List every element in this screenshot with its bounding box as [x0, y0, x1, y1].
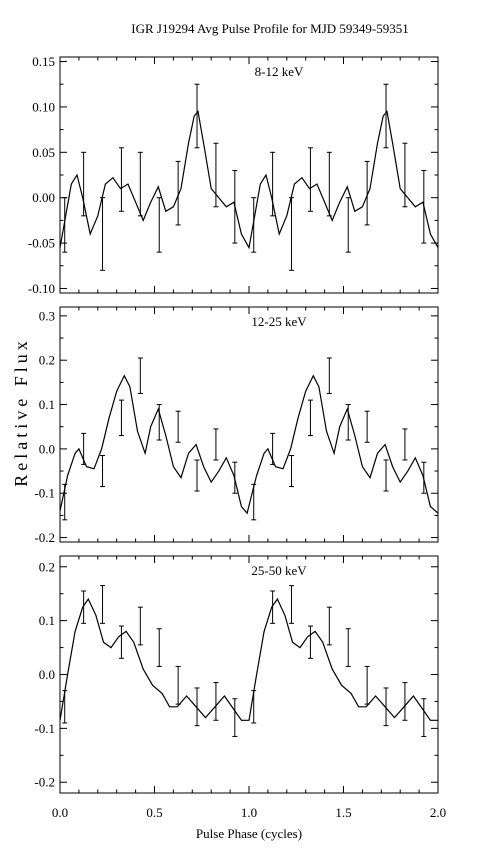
error-bar — [232, 169, 238, 244]
error-bar — [270, 590, 276, 624]
profile-curve — [59, 597, 438, 721]
error-bar — [326, 151, 332, 217]
y-tick-label: 0.1 — [39, 613, 55, 628]
error-bar — [100, 585, 106, 624]
error-bar — [81, 151, 87, 217]
y-tick-label: 0.2 — [39, 353, 55, 368]
error-bar — [62, 690, 68, 724]
error-bar — [383, 459, 389, 492]
error-bar — [213, 428, 219, 461]
error-bar — [251, 690, 257, 724]
error-bar — [232, 698, 238, 737]
profile-curve — [59, 110, 439, 250]
x-tick-label: 0.5 — [146, 805, 162, 820]
error-bar — [194, 459, 200, 492]
profile-curve — [59, 374, 439, 515]
y-tick-label: -0.2 — [34, 775, 55, 790]
y-tick-label: -0.1 — [34, 486, 55, 501]
y-tick-label: 0.0 — [39, 441, 55, 456]
error-bar — [402, 142, 408, 208]
x-tick-label: 0.0 — [52, 805, 68, 820]
error-bar — [383, 83, 389, 149]
error-bar — [137, 606, 143, 646]
error-bar — [326, 606, 332, 646]
x-axis-label: Pulse Phase (cycles) — [196, 826, 302, 841]
error-bar — [326, 357, 332, 394]
error-bar — [100, 455, 106, 488]
error-bar — [289, 585, 295, 624]
y-tick-label: -0.05 — [28, 236, 55, 251]
panel-frame — [59, 555, 439, 794]
error-bar — [62, 483, 68, 521]
error-bar — [213, 142, 219, 208]
error-bar — [118, 625, 124, 659]
y-tick-label: 0.05 — [32, 145, 55, 160]
error-bar — [118, 147, 124, 212]
error-bar — [364, 410, 370, 443]
figure-title: IGR J19294 Avg Pulse Profile for MJD 593… — [131, 21, 408, 36]
error-bar — [307, 399, 313, 437]
error-bar — [345, 197, 351, 253]
error-bar — [383, 687, 389, 727]
error-bar — [270, 151, 276, 217]
panel-0: -0.10 -0.05 0.00 0.05 0.10 0.15 8-12 keV — [28, 54, 439, 296]
panel-frame — [59, 56, 439, 294]
panels-group: -0.10-0.050.000.050.100.158-12 keV-0.2-0… — [28, 54, 446, 820]
error-bar — [137, 357, 143, 394]
x-tick-label: 1.5 — [335, 805, 351, 820]
error-bar — [251, 197, 257, 253]
panel-label: 25-50 keV — [251, 563, 307, 578]
error-bar — [270, 432, 276, 465]
error-bar — [175, 160, 181, 226]
y-tick-label: 0.1 — [39, 397, 55, 412]
error-bar — [402, 428, 408, 461]
y-tick-label: 0.00 — [32, 190, 55, 205]
error-bar — [194, 83, 200, 149]
error-bar — [307, 625, 313, 659]
panel-1: -0.2 -0.1 0.0 0.1 0.2 0.3 12-25 keV — [34, 306, 439, 545]
y-tick-label: 0.10 — [32, 99, 55, 114]
x-tick-label: 2.0 — [430, 805, 446, 820]
error-bar — [402, 682, 408, 721]
error-bar — [100, 197, 106, 271]
error-bar — [232, 461, 238, 494]
y-tick-label: -0.2 — [34, 530, 55, 545]
error-bar — [251, 483, 257, 521]
error-bar — [421, 461, 427, 494]
y-tick-label: -0.10 — [28, 281, 55, 296]
y-tick-label: 0.15 — [32, 54, 55, 69]
y-axis-label: Relative Flux — [11, 337, 31, 487]
error-bar — [81, 432, 87, 465]
panel-label: 12-25 keV — [251, 314, 307, 329]
error-bar — [345, 628, 351, 667]
error-bar — [175, 410, 181, 443]
error-bar — [62, 197, 68, 253]
y-tick-label: 0.3 — [39, 308, 55, 323]
y-tick-label: 0.2 — [39, 559, 55, 574]
error-bar — [364, 160, 370, 226]
y-tick-label: 0.0 — [39, 667, 55, 682]
y-tick-label: -0.1 — [34, 721, 55, 736]
error-bar — [289, 455, 295, 488]
error-bar — [345, 404, 351, 441]
x-tick-label: 1.0 — [241, 805, 257, 820]
error-bar — [289, 197, 295, 271]
panel-2: -0.2 -0.1 0.0 0.1 0.2 25-50 keV 0.0 0.5 1.0 1.5 2.… — [34, 555, 446, 820]
error-bar — [81, 590, 87, 624]
error-bar — [137, 151, 143, 217]
error-bar — [364, 665, 370, 705]
error-bar — [175, 665, 181, 705]
error-bar — [421, 698, 427, 737]
error-bar — [118, 399, 124, 437]
error-bar — [213, 682, 219, 721]
error-bar — [156, 197, 162, 253]
error-bar — [156, 628, 162, 667]
error-bar — [194, 687, 200, 727]
error-bar — [307, 147, 313, 212]
error-bar — [156, 404, 162, 441]
panel-label: 8-12 keV — [255, 64, 304, 79]
error-bar — [421, 169, 427, 244]
